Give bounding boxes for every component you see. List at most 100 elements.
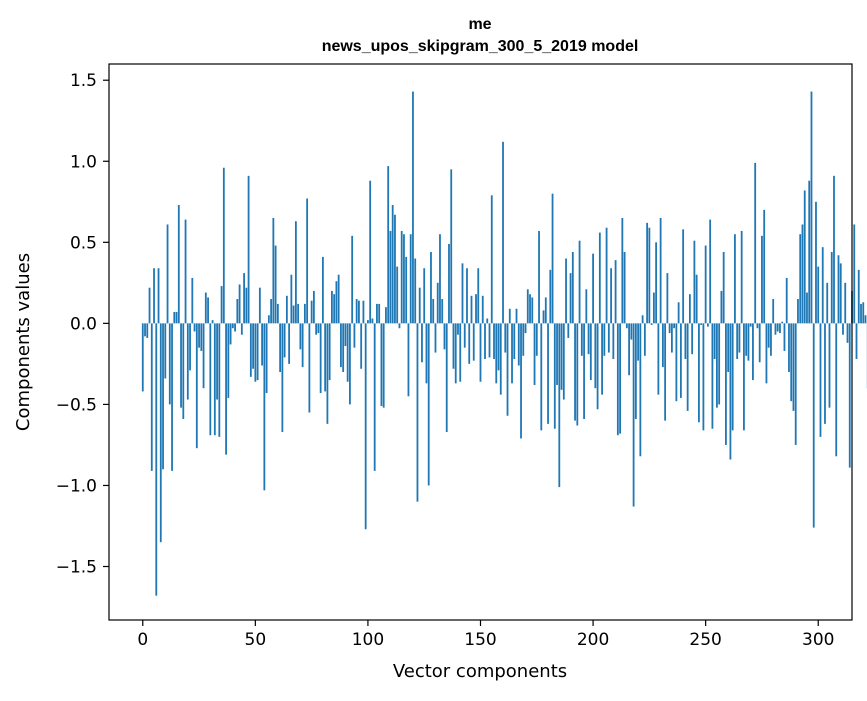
bar-component-262 (732, 323, 734, 430)
bar-component-272 (754, 163, 756, 323)
bar-component-45 (243, 273, 245, 323)
bar-component-305 (829, 323, 831, 407)
bar-component-21 (189, 323, 191, 370)
bar-component-95 (356, 299, 358, 323)
chart-title-line-2: news_upos_skipgram_300_5_2019 model (322, 38, 639, 55)
bar-component-54 (263, 323, 265, 490)
bar-component-171 (527, 289, 529, 323)
bar-component-246 (696, 275, 698, 324)
bar-component-100 (367, 320, 369, 323)
bar-component-179 (545, 297, 547, 323)
bar-component-234 (669, 323, 671, 333)
bar-component-47 (248, 176, 250, 324)
bar-component-12 (169, 323, 171, 404)
bar-component-117 (405, 257, 407, 323)
bar-component-80 (322, 257, 324, 323)
bar-component-190 (570, 273, 572, 323)
bar-component-256 (718, 323, 720, 404)
bar-component-37 (225, 323, 227, 454)
bar-component-197 (585, 289, 587, 323)
x-tick-label: 100 (352, 630, 384, 650)
bar-component-291 (797, 299, 799, 323)
bar-component-155 (491, 195, 493, 323)
bar-component-271 (752, 323, 754, 380)
bar-component-162 (507, 323, 509, 415)
bar-component-212 (619, 323, 621, 433)
bar-component-294 (804, 190, 806, 323)
bar-component-34 (218, 323, 220, 436)
bar-component-204 (601, 323, 603, 394)
bar-component-74 (308, 323, 310, 412)
bar-component-89 (342, 323, 344, 372)
bar-component-142 (462, 263, 464, 323)
bar-component-287 (788, 323, 790, 372)
bar-component-27 (203, 323, 205, 388)
y-tick-label: 0.0 (70, 314, 97, 334)
bar-component-154 (489, 323, 491, 357)
bar-component-219 (635, 323, 637, 419)
bar-component-51 (257, 323, 259, 380)
bar-component-76 (313, 291, 315, 323)
bar-component-6 (155, 323, 157, 595)
bar-component-237 (675, 323, 677, 401)
bar-component-273 (757, 323, 759, 328)
bar-component-276 (763, 210, 765, 323)
bar-component-270 (750, 323, 752, 326)
bar-component-140 (457, 323, 459, 334)
bar-component-105 (378, 304, 380, 323)
bar-component-31 (212, 320, 214, 323)
bar-component-151 (482, 296, 484, 324)
bar-component-38 (227, 323, 229, 398)
bar-component-8 (160, 323, 162, 542)
bar-component-189 (567, 323, 569, 338)
bar-component-214 (624, 252, 626, 323)
bar-component-16 (178, 205, 180, 323)
y-tick-label: 1.5 (70, 71, 97, 91)
bar-component-109 (387, 166, 389, 323)
bar-component-280 (772, 299, 774, 323)
bar-component-183 (554, 323, 556, 428)
bar-component-208 (610, 268, 612, 323)
bar-component-313 (847, 323, 849, 342)
bar-component-243 (689, 294, 691, 323)
bar-component-50 (254, 323, 256, 381)
bar-component-265 (739, 323, 741, 352)
bar-component-153 (486, 319, 488, 324)
bar-component-40 (232, 323, 234, 328)
bar-component-220 (637, 323, 639, 360)
bar-component-235 (671, 323, 673, 352)
bar-component-124 (421, 323, 423, 362)
bar-component-279 (770, 323, 772, 355)
x-tick-label: 50 (245, 630, 267, 650)
bar-component-209 (612, 323, 614, 359)
bar-component-304 (826, 283, 828, 324)
bar-component-268 (745, 323, 747, 355)
bar-component-274 (759, 323, 761, 362)
bar-component-136 (448, 244, 450, 323)
bar-component-24 (196, 323, 198, 448)
bar-component-177 (540, 323, 542, 430)
y-tick-label: 0.5 (70, 233, 97, 253)
bar-component-293 (802, 224, 804, 323)
bar-component-110 (390, 231, 392, 323)
bar-component-1 (144, 323, 146, 336)
bar-component-102 (372, 319, 374, 324)
bar-component-159 (500, 323, 502, 394)
bar-component-157 (495, 323, 497, 383)
bar-component-26 (200, 323, 202, 351)
bar-component-67 (293, 306, 295, 324)
bar-component-216 (628, 323, 630, 375)
bar-component-217 (630, 323, 632, 339)
bar-component-227 (653, 293, 655, 324)
bar-component-145 (468, 323, 470, 364)
bar-component-7 (158, 268, 160, 323)
y-axis-ticks: −1.5−1.0−0.50.00.51.01.5 (56, 71, 109, 577)
bar-component-111 (392, 205, 394, 323)
bar-component-251 (707, 323, 709, 326)
bar-component-41 (234, 323, 236, 331)
bar-component-242 (687, 323, 689, 411)
bar-component-261 (730, 323, 732, 459)
bar-component-160 (502, 142, 504, 324)
bar-component-39 (230, 323, 232, 344)
y-tick-label: −1.0 (56, 476, 97, 496)
